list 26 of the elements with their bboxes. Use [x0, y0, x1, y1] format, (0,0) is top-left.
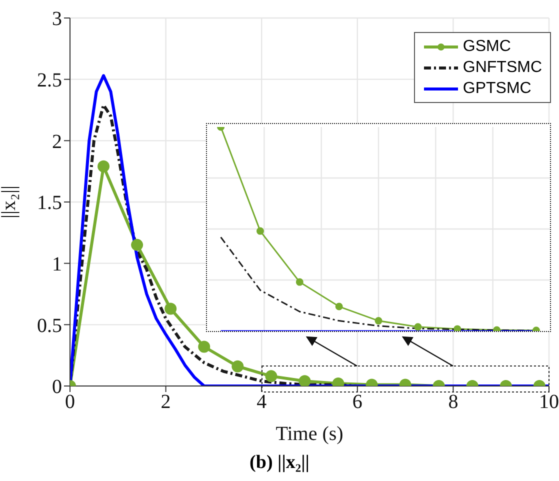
- x-tick-label: 8: [448, 391, 458, 414]
- text: (b) ||x₂||: [250, 452, 310, 473]
- point: [296, 278, 304, 286]
- x-tick-label: 6: [352, 391, 362, 414]
- point: [374, 317, 382, 325]
- y-tick-label: 2: [52, 130, 62, 153]
- y-tick-label: 1.5: [37, 192, 62, 214]
- point: [335, 302, 343, 310]
- y-tick-label: 0.5: [37, 314, 62, 337]
- y-tick-label: 2.5: [37, 69, 62, 92]
- point: [98, 160, 110, 172]
- point: [454, 325, 462, 331]
- y-axis-title: ||x₂||: [0, 186, 20, 218]
- legend-label: GSMC: [462, 38, 511, 56]
- legend-label: GPTSMC: [462, 80, 532, 98]
- x-tick-label: 4: [256, 391, 267, 414]
- y-tick-label: 1: [52, 253, 62, 276]
- legend-label: GNFTSMC: [462, 58, 542, 76]
- x-axis-title: Time (s): [276, 423, 344, 445]
- x-tick-label: 10: [539, 391, 559, 414]
- point: [256, 227, 264, 235]
- point: [131, 238, 144, 251]
- y-tick-label: 3: [52, 8, 62, 30]
- y-tick-label: 0: [52, 376, 62, 398]
- point: [414, 323, 422, 331]
- x-tick-label: 2: [160, 391, 171, 414]
